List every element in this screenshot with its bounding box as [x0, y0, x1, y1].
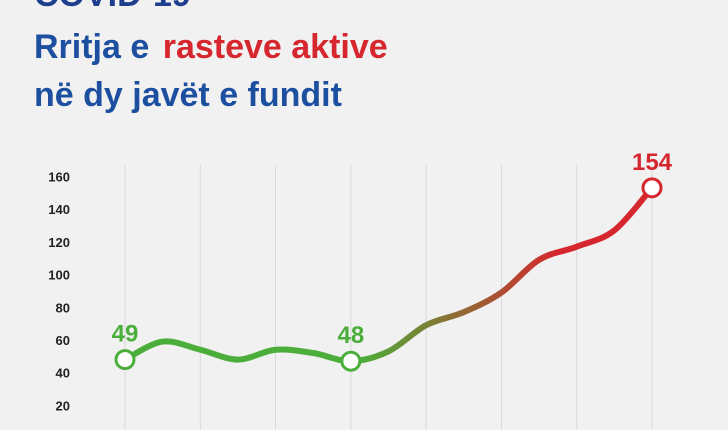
y-tick-label: 120	[48, 235, 70, 250]
y-tick-label: 140	[48, 202, 70, 217]
chart-subtitle: Rritja e rasteve aktive	[34, 28, 388, 66]
y-tick-label: 160	[48, 169, 70, 184]
highlight-point	[641, 177, 663, 199]
y-tick-label: 80	[56, 300, 70, 315]
y-tick-label: 100	[48, 268, 70, 283]
value-label: 48	[338, 322, 365, 349]
y-tick-label: 60	[56, 333, 70, 348]
chart-subtitle-line: në dy javët e fundit	[34, 76, 342, 114]
chart-title: COVID-19	[34, 0, 191, 14]
subtitle-part: Rritja e	[34, 28, 149, 66]
y-tick-label: 20	[56, 398, 70, 413]
value-label: 154	[632, 149, 673, 176]
subtitle-highlight: rasteve aktive	[163, 28, 388, 66]
value-label: 49	[112, 321, 139, 348]
highlight-point	[114, 349, 136, 371]
highlight-point	[340, 350, 362, 372]
line-series	[122, 184, 655, 365]
y-tick-label: 40	[56, 366, 70, 381]
